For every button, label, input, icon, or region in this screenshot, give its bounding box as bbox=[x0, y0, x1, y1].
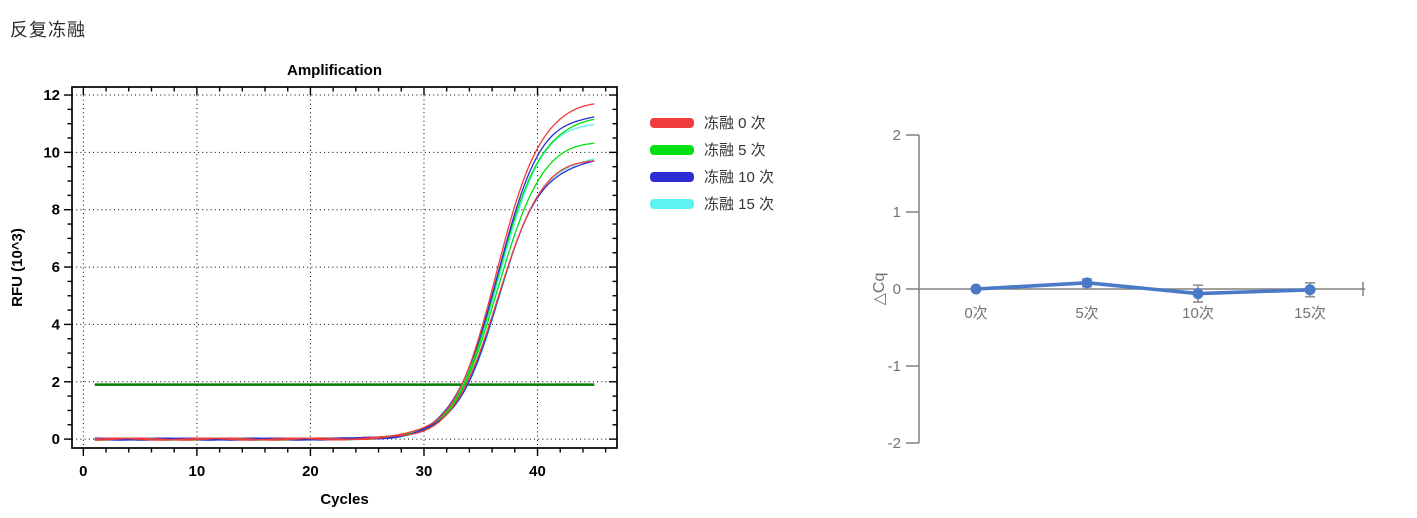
axis-ticks bbox=[64, 87, 617, 456]
plot-frame bbox=[71, 86, 618, 449]
dcq-y-tick-label: 0 bbox=[893, 281, 901, 298]
page-title: 反复冻融 bbox=[10, 20, 86, 40]
legend-label: 冻融 10 次 bbox=[704, 169, 775, 186]
legend-label: 冻融 5 次 bbox=[704, 142, 766, 159]
series-curve-3 bbox=[94, 142, 595, 441]
delta-cq-chart: 2 1 0 -1 -2 0次 5次 10次 15次 △Cq bbox=[871, 127, 1365, 452]
y-tick-label: 4 bbox=[52, 316, 61, 333]
x-axis-label: Cycles bbox=[320, 491, 368, 508]
x-tick-label: 40 bbox=[529, 463, 546, 480]
amplification-chart: Amplification 0 10 20 30 40 0 2 4 6 8 10 12 Cycles RFU… bbox=[9, 62, 618, 508]
y-tick-label: 10 bbox=[43, 144, 60, 161]
legend-swatch bbox=[650, 198, 694, 209]
legend-label: 冻融 15 次 bbox=[704, 196, 775, 213]
x-tick-label: 20 bbox=[302, 463, 319, 480]
y-tick-label: 6 bbox=[52, 259, 60, 276]
dcq-category-label: 15次 bbox=[1294, 305, 1326, 322]
legend-item-1: 冻融 5 次 bbox=[650, 136, 774, 163]
x-tick-label: 10 bbox=[189, 463, 206, 480]
dcq-y-tick-label: -2 bbox=[888, 435, 901, 452]
legend-label: 冻融 0 次 bbox=[704, 115, 766, 132]
dcq-y-tick-label: -1 bbox=[888, 358, 901, 375]
dcq-y-axis-label: △Cq bbox=[871, 273, 888, 306]
dcq-marker-2 bbox=[1192, 288, 1204, 300]
legend-swatch bbox=[650, 117, 694, 128]
grid bbox=[72, 87, 617, 448]
dcq-marker-0 bbox=[970, 283, 982, 295]
dcq-y-tick-label: 2 bbox=[893, 127, 901, 144]
legend-item-2: 冻融 10 次 bbox=[650, 163, 774, 190]
dcq-marker-1 bbox=[1081, 277, 1093, 289]
series-curve-0 bbox=[94, 123, 595, 441]
y-axis bbox=[906, 134, 920, 444]
x-tick-label: 0 bbox=[79, 463, 87, 480]
series-curve-6 bbox=[94, 103, 595, 441]
legend-swatch bbox=[650, 171, 694, 182]
dcq-y-tick-label: 1 bbox=[893, 204, 901, 221]
chart-title: Amplification bbox=[287, 62, 382, 79]
dcq-category-label: 0次 bbox=[964, 305, 987, 322]
dcq-line bbox=[975, 281, 1311, 296]
series-curve-7 bbox=[94, 160, 595, 441]
dcq-category-label: 10次 bbox=[1182, 305, 1214, 322]
y-tick-label: 8 bbox=[52, 202, 60, 219]
y-axis-label: RFU (10^3) bbox=[9, 228, 26, 307]
y-tick-label: 2 bbox=[52, 374, 60, 391]
series-curve-4 bbox=[94, 116, 595, 441]
dcq-marker-3 bbox=[1304, 284, 1316, 296]
legend-item-3: 冻融 15 次 bbox=[650, 190, 774, 217]
y-tick-label: 12 bbox=[43, 87, 60, 104]
x-tick-label: 30 bbox=[416, 463, 433, 480]
dcq-category-label: 5次 bbox=[1075, 305, 1098, 322]
y-tick-label: 0 bbox=[52, 431, 60, 448]
legend: 冻融 0 次冻融 5 次冻融 10 次冻融 15 次 bbox=[650, 109, 774, 217]
legend-item-0: 冻融 0 次 bbox=[650, 109, 774, 136]
series-curve-2 bbox=[94, 118, 595, 441]
legend-swatch bbox=[650, 144, 694, 155]
